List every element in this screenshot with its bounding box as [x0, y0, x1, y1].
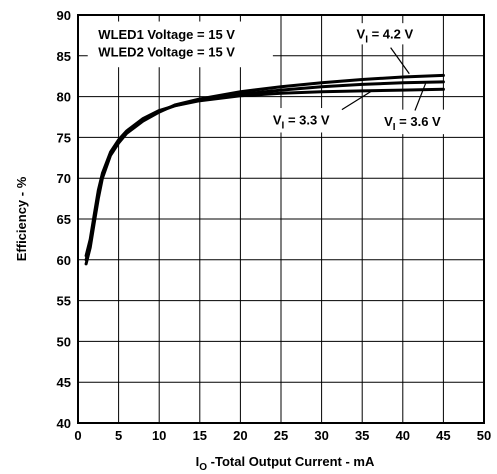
x-axis-label-subscript: O: [199, 462, 207, 473]
y-tick-label: 75: [57, 130, 71, 145]
series-label: VI = 3.3 V: [273, 112, 330, 131]
y-tick-label: 80: [57, 90, 71, 105]
annotation-text: WLED2 Voltage = 15 V: [98, 45, 235, 60]
series-label-subscript: I: [393, 122, 396, 133]
label-bg: [268, 108, 353, 133]
series-label-rest: = 3.3 V: [284, 112, 329, 127]
series-label-rest: = 3.6 V: [396, 114, 441, 129]
x-tick-label: 25: [274, 428, 288, 443]
label-bg: [380, 109, 465, 135]
series-label-main: V: [357, 27, 366, 42]
annotation-text: WLED1 Voltage = 15 V: [98, 27, 235, 42]
label-leader-line: [414, 83, 427, 111]
label-bg: [352, 23, 432, 45]
y-tick-label: 60: [57, 253, 71, 268]
x-tick-label: 40: [396, 428, 410, 443]
y-tick-label: 90: [57, 8, 71, 23]
x-tick-label: 45: [436, 428, 450, 443]
series-label: VI = 4.2 V: [357, 27, 414, 46]
series-label-subscript: I: [282, 120, 285, 131]
y-tick-label: 50: [57, 334, 71, 349]
x-tick-label: 5: [115, 428, 122, 443]
series-line: [84, 73, 445, 266]
label-leader-line: [390, 47, 410, 75]
series-label-main: V: [273, 112, 282, 127]
x-tick-label: 15: [193, 428, 207, 443]
annotation-box: [87, 21, 273, 68]
x-tick-label: 35: [355, 428, 369, 443]
x-tick-label: 0: [74, 428, 81, 443]
x-axis-label-rest: -Total Output Current - mA: [207, 454, 375, 469]
tick-labels: 0 5 10 15 20 25 30 35 40 45 50 40 45 50 55 60 65 70 75 80 85…: [57, 8, 492, 443]
x-tick-label: 50: [477, 428, 491, 443]
series-line: [84, 87, 445, 258]
series-label-main: V: [384, 114, 393, 129]
y-tick-label: 40: [57, 416, 71, 431]
x-tick-label: 10: [152, 428, 166, 443]
labels-layer: WLED1 Voltage = 15 V WLED2 Voltage = 15 V…: [87, 21, 465, 135]
x-tick-label: 20: [233, 428, 247, 443]
x-axis-label: IO -Total Output Current - mA: [196, 454, 375, 473]
label-leader-line: [341, 90, 373, 111]
y-axis-label: Efficiency - %: [14, 176, 29, 261]
series-label-rest: = 4.2 V: [368, 27, 413, 42]
series-label: VI = 3.6 V: [384, 114, 441, 133]
series-line: [84, 80, 445, 262]
y-tick-label: 65: [57, 212, 71, 227]
x-axis-label-main: I: [196, 454, 200, 469]
y-tick-label: 70: [57, 171, 71, 186]
y-tick-label: 55: [57, 294, 71, 309]
plot-frame: [77, 14, 485, 424]
series-lines: [84, 73, 445, 266]
y-tick-label: 85: [57, 49, 71, 64]
y-tick-label: 45: [57, 375, 71, 390]
series-label-subscript: I: [365, 35, 368, 46]
x-tick-label: 30: [314, 428, 328, 443]
